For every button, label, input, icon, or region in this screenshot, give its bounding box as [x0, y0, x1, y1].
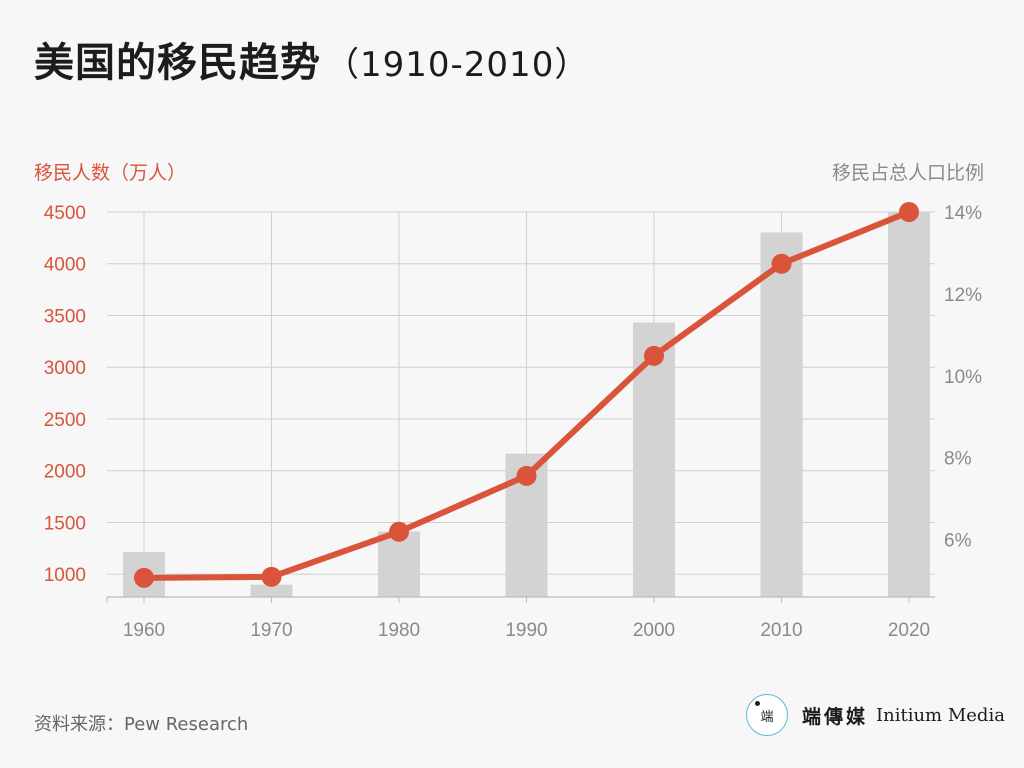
title-text: 美国的移民趋势 — [34, 40, 321, 86]
line-point — [771, 253, 792, 274]
brand-name-zh: 端傳媒 — [802, 705, 869, 728]
left-tick-label: 1500 — [44, 513, 86, 534]
line-point — [389, 521, 409, 542]
x-tick-label: 2020 — [888, 620, 930, 641]
left-tick-label: 1000 — [44, 565, 86, 586]
left-tick-label: 4500 — [44, 203, 86, 224]
bar — [250, 584, 293, 597]
left-tick-label: 2500 — [44, 410, 86, 431]
brand-logo-icon: 端 — [746, 694, 788, 736]
x-tick-label: 1960 — [123, 620, 165, 641]
x-tick-label: 2000 — [633, 620, 675, 641]
line-point — [261, 566, 282, 587]
subtitle-text: （1910-2010） — [325, 45, 590, 85]
x-tick-label: 1970 — [250, 620, 292, 641]
right-tick-label: 8% — [944, 449, 972, 470]
source-note: 资料来源：Pew Research — [34, 714, 249, 735]
line-point — [516, 465, 537, 486]
right-tick-label: 6% — [944, 531, 972, 552]
bar — [888, 212, 930, 597]
right-tick-label: 12% — [944, 285, 982, 306]
x-tick-label: 1980 — [378, 620, 420, 641]
x-tick-label: 1990 — [505, 620, 547, 641]
left-tick-label: 2000 — [44, 462, 86, 483]
bar — [760, 232, 803, 597]
right-tick-label: 10% — [944, 367, 982, 388]
x-tick-label: 2010 — [760, 620, 802, 641]
line-point — [134, 567, 154, 588]
brand-name-en: Initium Media — [876, 704, 1005, 726]
line-point — [899, 202, 919, 222]
chart-title: 美国的移民趋势 （1910-2010） — [34, 30, 589, 88]
brand: 端 端傳媒 Initium Media — [746, 694, 1005, 736]
left-tick-label: 3500 — [44, 306, 86, 327]
line-point — [644, 345, 664, 366]
left-tick-label: 4000 — [44, 255, 86, 276]
left-tick-label: 3000 — [44, 358, 86, 379]
bar — [378, 531, 420, 597]
left-axis-label: 移民人数（万人） — [34, 162, 187, 184]
right-axis-label: 移民占总人口比例 — [831, 162, 984, 184]
right-tick-label: 14% — [944, 203, 982, 224]
